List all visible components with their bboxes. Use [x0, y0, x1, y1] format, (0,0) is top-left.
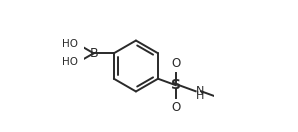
Text: B: B: [89, 47, 98, 60]
Text: HO: HO: [62, 57, 77, 67]
Text: O: O: [171, 101, 180, 114]
Text: O: O: [171, 56, 180, 70]
Text: S: S: [171, 78, 181, 92]
Text: H: H: [196, 91, 205, 101]
Text: N: N: [196, 86, 205, 96]
Text: HO: HO: [62, 39, 77, 49]
